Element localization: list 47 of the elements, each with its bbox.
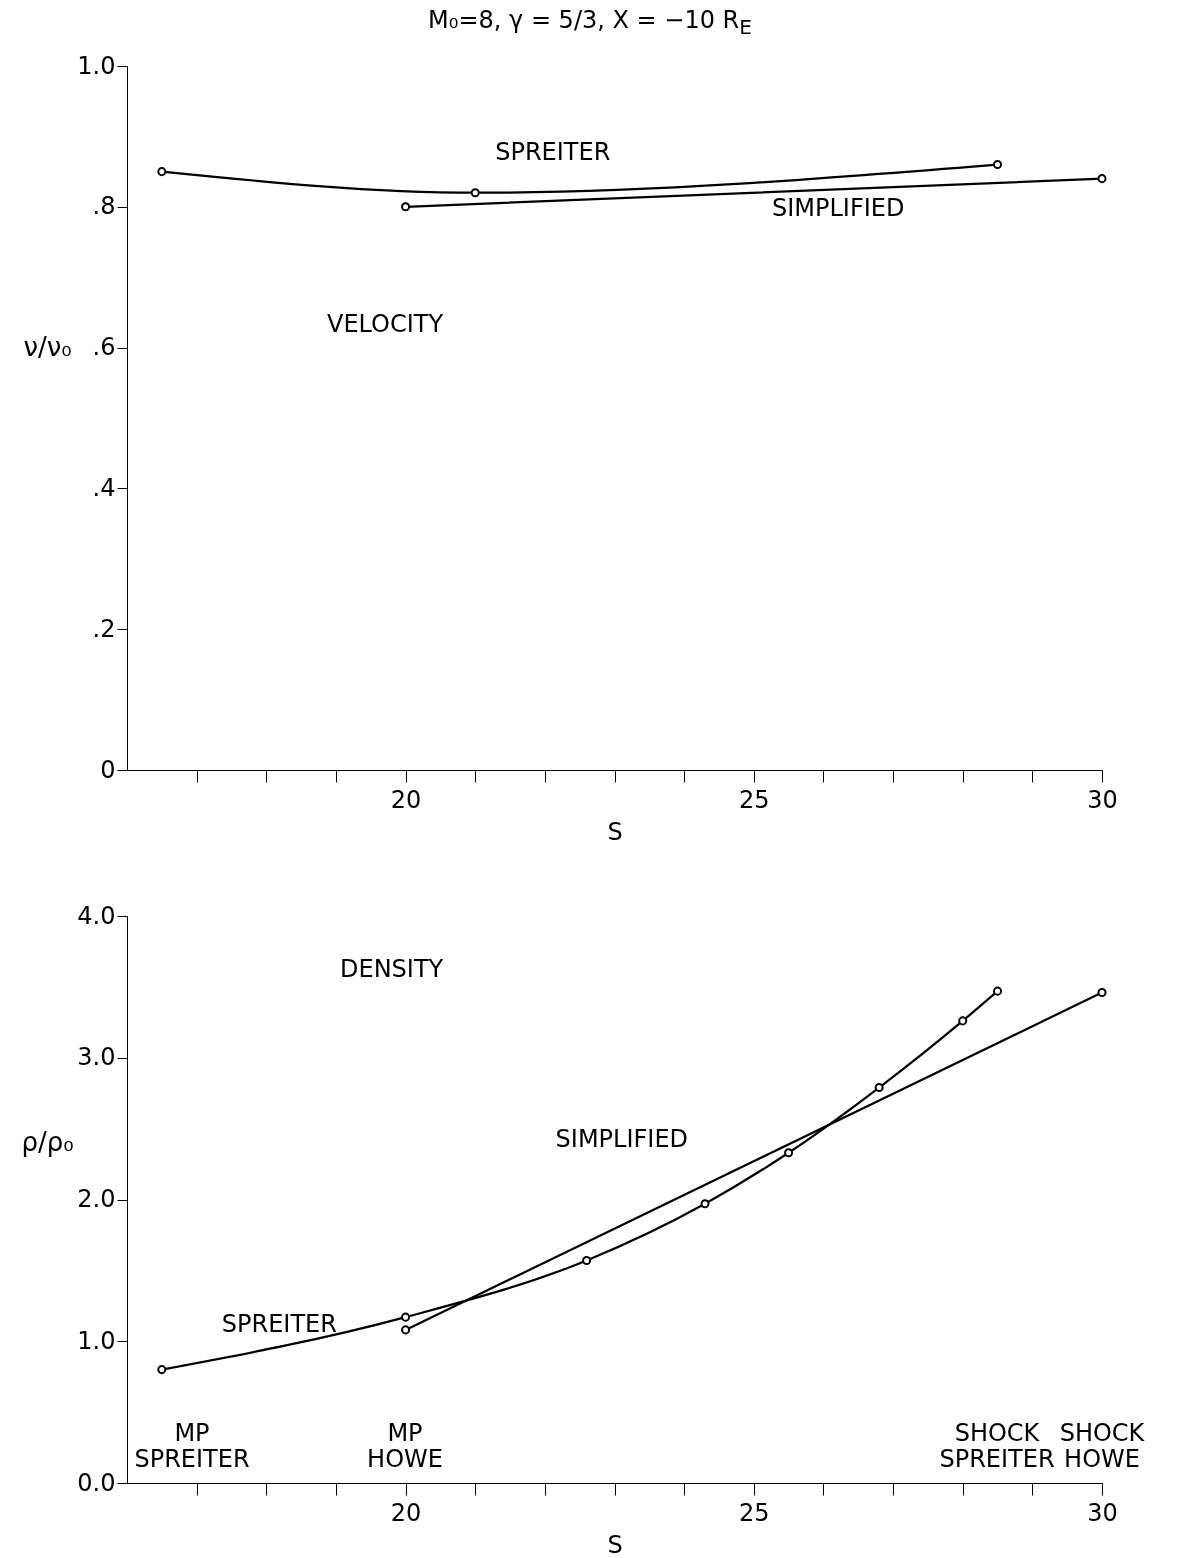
- chart-title: M₀=8, γ = 5/3, X = −10 R$_{E}$: [427, 6, 753, 39]
- series-label: SIMPLIFIED: [555, 1124, 689, 1153]
- point: [401, 202, 411, 212]
- y-tick-label: 4.0: [77, 901, 116, 930]
- point: [157, 1365, 167, 1375]
- point: [874, 1082, 884, 1093]
- point: [784, 1148, 794, 1158]
- point: [401, 1312, 411, 1322]
- point: [582, 1255, 592, 1265]
- annotation: SHOCK HOWE: [1059, 1419, 1146, 1473]
- point: [700, 1199, 710, 1209]
- series-label: SPREITER: [221, 1309, 337, 1338]
- x-tick-label: 20: [390, 1498, 422, 1527]
- annotation: VELOCITY: [327, 310, 444, 338]
- x-axis-title: S: [607, 1530, 623, 1558]
- y-tick-label: 1.0: [77, 1326, 116, 1355]
- x-tick-label: 25: [739, 1498, 770, 1527]
- annotation: DENSITY: [340, 955, 444, 983]
- y-tick-label: .2: [92, 614, 116, 643]
- point: [958, 1016, 968, 1026]
- point: [993, 160, 1003, 170]
- x-tick-label: 20: [390, 785, 422, 814]
- x-tick-label: 25: [739, 785, 770, 814]
- annotation: MP HOWE: [367, 1419, 443, 1473]
- x-tick-label: 30: [1087, 785, 1118, 814]
- y-tick-label: .8: [92, 192, 116, 221]
- point: [401, 1325, 411, 1335]
- point: [1097, 988, 1107, 998]
- y-tick-label: 2.0: [77, 1185, 116, 1213]
- x-axis-title: S: [607, 817, 623, 846]
- series-label: SPREITER: [495, 137, 611, 166]
- point: [993, 986, 1003, 996]
- y-tick-label: 0.0: [77, 1468, 116, 1497]
- y-axis-title: ρ/ρ₀: [21, 1127, 74, 1158]
- point: [157, 167, 167, 177]
- y-tick-label: .4: [92, 473, 116, 502]
- annotation: SHOCK SPREITER: [939, 1419, 1055, 1473]
- series-label: SIMPLIFIED: [772, 193, 905, 222]
- y-tick-label: 1.0: [77, 51, 116, 80]
- y-axis-title: ν/ν₀: [23, 332, 72, 363]
- point: [1097, 174, 1107, 184]
- y-tick-label: 0: [100, 755, 116, 784]
- annotation: MP SPREITER: [134, 1419, 250, 1473]
- point: [470, 188, 480, 198]
- y-tick-label: .6: [92, 333, 116, 362]
- y-tick-label: 3.0: [77, 1043, 116, 1072]
- x-tick-label: 30: [1087, 1498, 1118, 1527]
